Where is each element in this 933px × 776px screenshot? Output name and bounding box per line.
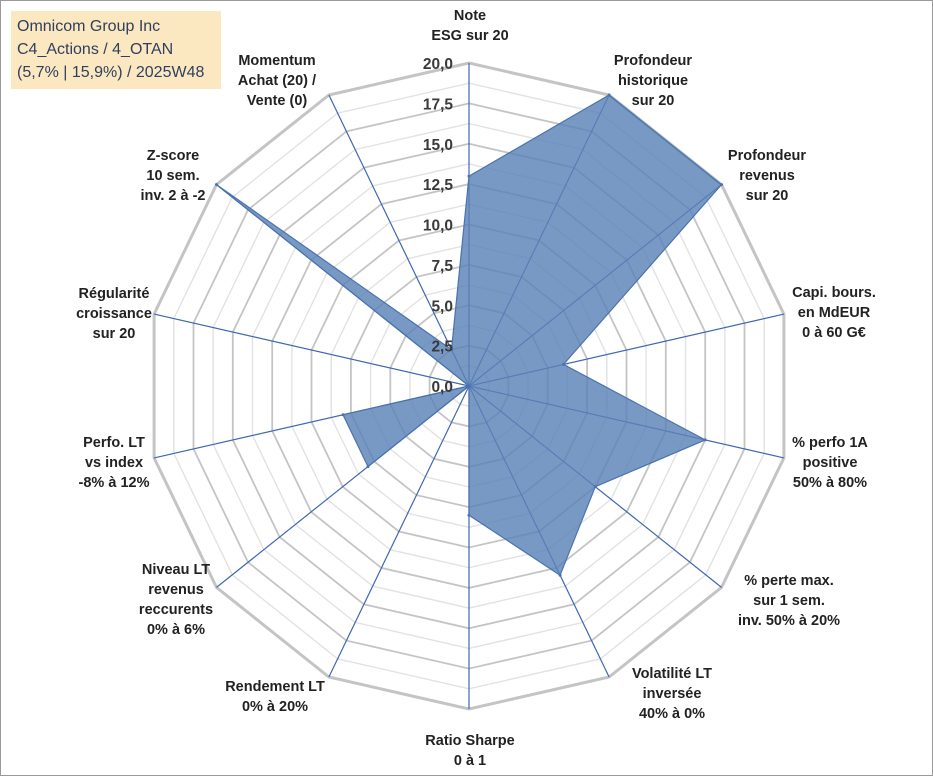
- data-point: [593, 485, 597, 489]
- axis-label: croissance: [76, 306, 152, 322]
- axis-label: % perte max.: [744, 573, 833, 589]
- axis-label: 0% à 6%: [147, 622, 205, 638]
- axis-label: vs index: [85, 455, 143, 471]
- axis-label: Régularité: [79, 286, 150, 302]
- axis-label: % perfo 1A: [792, 435, 868, 451]
- tick-label: 2,5: [431, 339, 453, 356]
- axis-label: en MdEUR: [798, 305, 871, 321]
- axis-label: sur 20: [632, 93, 675, 109]
- axis-label: 0 à 1: [454, 753, 486, 769]
- tick-label: 10,0: [423, 218, 453, 235]
- axis-labels: Note ESG sur 20 Profondeur historique sur 20…: [76, 8, 876, 769]
- tick-labels: 0,0 2,5 5,0 7,5 10,0 12,5 15,0 17,5 20,0: [423, 56, 454, 396]
- axis-label: sur 20: [93, 326, 136, 342]
- axis-label: Ratio Sharpe: [425, 733, 514, 749]
- data-point: [467, 513, 471, 517]
- tick-label: 20,0: [423, 56, 453, 73]
- tick-label: 7,5: [431, 258, 453, 275]
- axis-label: Perfo. LT: [83, 435, 145, 451]
- axis-label: Momentum: [238, 53, 315, 69]
- data-point: [562, 362, 565, 366]
- axis-label: revenus: [739, 168, 795, 184]
- tick-label: 5,0: [431, 298, 453, 315]
- data-point: [450, 348, 453, 352]
- axis-label: 0 à 60 G€: [802, 325, 866, 341]
- data-point: [607, 93, 611, 97]
- axis-label: -8% à 12%: [79, 475, 150, 491]
- title-stats: (5,7% | 15,9%) / 2025W48: [17, 64, 205, 81]
- axis-label: Vente (0): [247, 93, 308, 109]
- axis-label: 0% à 20%: [242, 699, 308, 715]
- data-point: [467, 174, 471, 178]
- data-point: [215, 183, 218, 187]
- tick-label: 17,5: [423, 96, 454, 113]
- axis-label: Volatilité LT: [632, 666, 712, 682]
- axis-label: sur 20: [746, 188, 789, 204]
- axis-label: Note: [454, 8, 486, 24]
- axis-label: 50% à 80%: [793, 475, 867, 491]
- chart-title-box: Omnicom Group Inc C4_Actions / 4_OTAN (5…: [11, 11, 221, 89]
- axis-spoke: [328, 94, 470, 387]
- axis-label: 10 sem.: [146, 168, 199, 184]
- axis-label: inv. 2 à -2: [140, 188, 205, 204]
- axis-label: Capi. bours.: [792, 285, 876, 301]
- data-point: [558, 573, 562, 577]
- data-point: [720, 183, 723, 187]
- axis-label: reccurents: [139, 602, 213, 618]
- axis-label: Niveau LT: [142, 562, 210, 578]
- axis-spoke: [153, 313, 470, 387]
- tick-label: 15,0: [423, 137, 453, 154]
- tick-label: 0,0: [431, 379, 453, 396]
- axis-label: ESG sur 20: [431, 28, 508, 44]
- axis-label: inversée: [643, 686, 702, 702]
- data-point: [341, 413, 345, 417]
- data-point: [467, 384, 471, 388]
- axis-label: Profondeur: [614, 53, 692, 69]
- axis-label: Rendement LT: [225, 679, 325, 695]
- axis-label: Profondeur: [728, 148, 806, 164]
- axis-label: historique: [618, 73, 688, 89]
- axis-label: Z-score: [147, 148, 199, 164]
- axis-label: 40% à 0%: [639, 706, 705, 722]
- axis-label: positive: [803, 455, 858, 471]
- data-point: [703, 438, 707, 442]
- title-company: Omnicom Group Inc: [17, 18, 161, 35]
- axis-label: revenus: [148, 582, 204, 598]
- axis-spoke: [328, 385, 470, 678]
- title-category: C4_Actions / 4_OTAN: [17, 41, 174, 58]
- axis-label: inv. 50% à 20%: [738, 613, 840, 629]
- data-point: [366, 465, 370, 469]
- axis-label: Achat (20) /: [238, 73, 316, 89]
- series: [215, 93, 723, 577]
- tick-label: 12,5: [423, 177, 454, 194]
- axis-label: sur 1 sem.: [753, 593, 825, 609]
